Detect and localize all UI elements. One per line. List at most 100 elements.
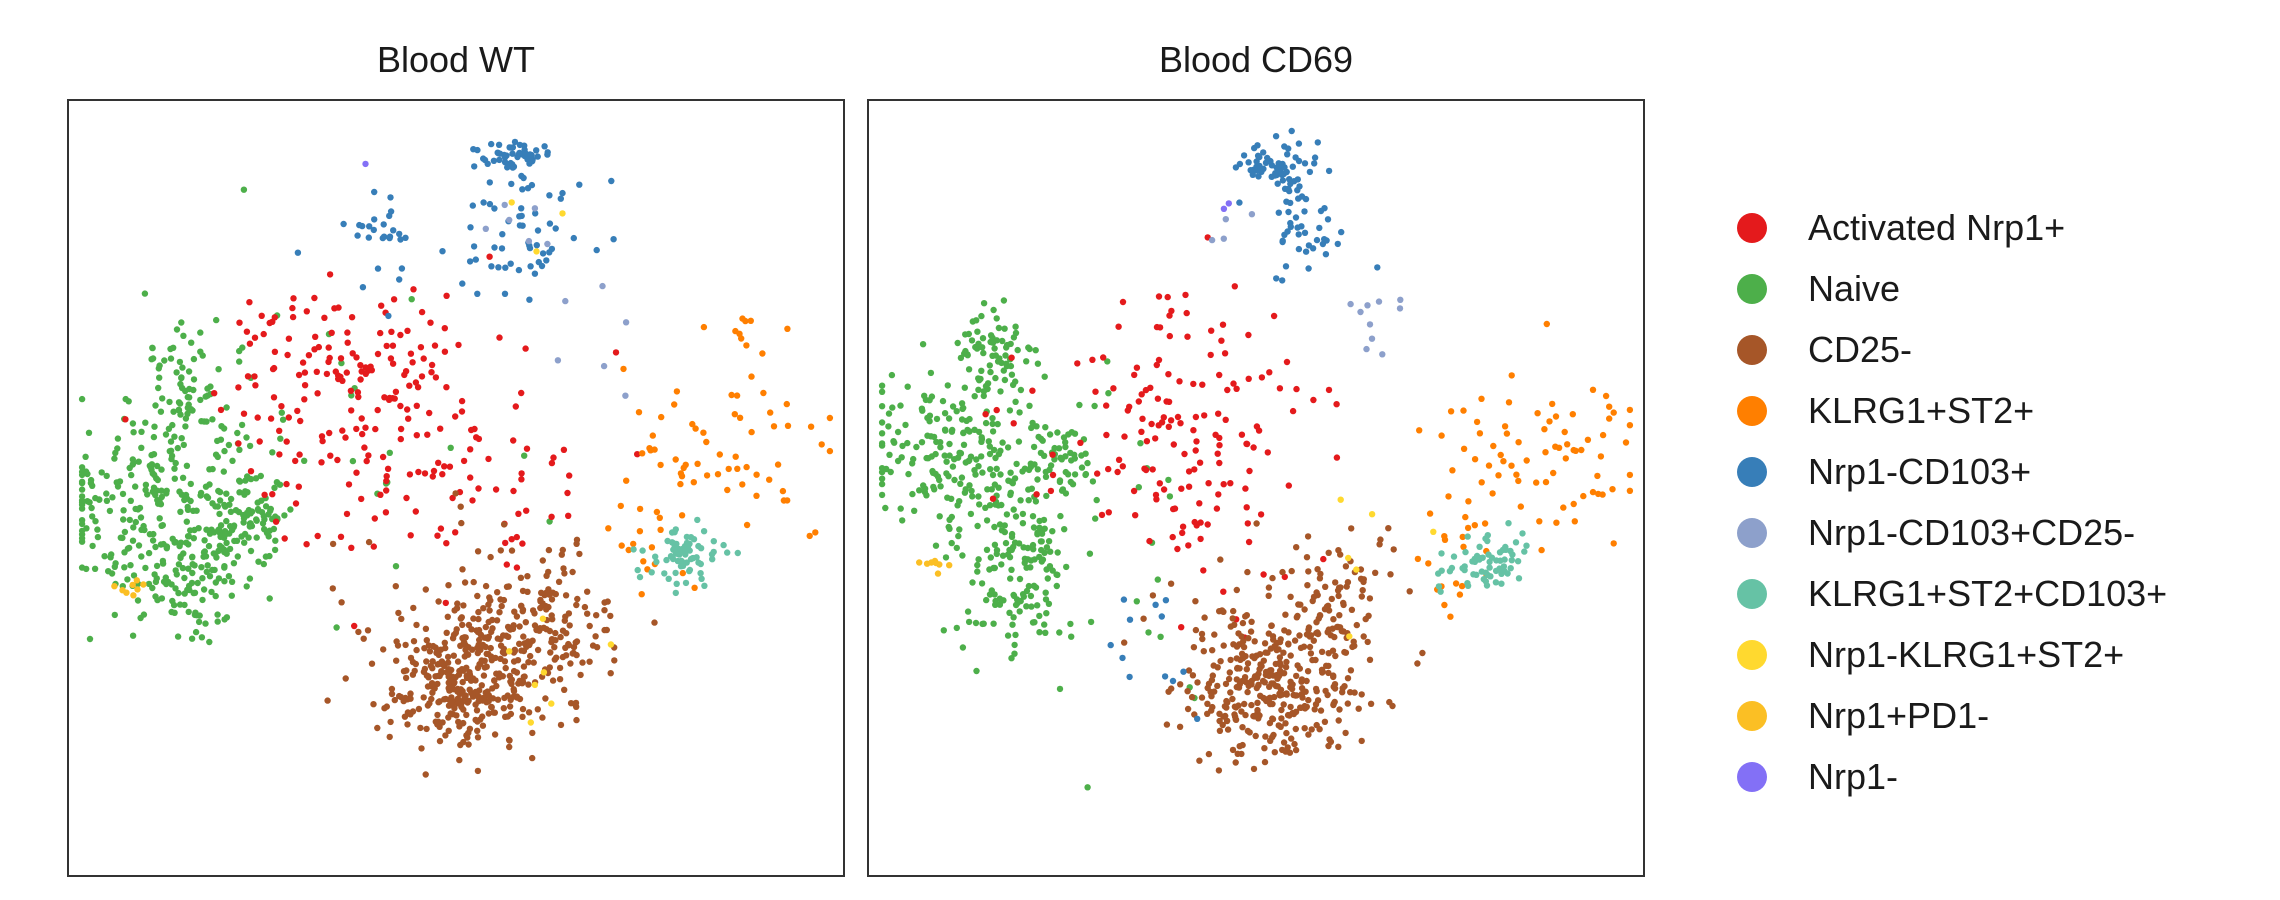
scatter-point — [402, 674, 410, 682]
scatter-point — [238, 421, 246, 429]
scatter-point — [1350, 638, 1357, 645]
scatter-point — [1233, 683, 1241, 691]
scatter-point — [700, 429, 707, 436]
scatter-point — [1231, 283, 1239, 290]
scatter-point — [1243, 666, 1251, 673]
scatter-point — [618, 542, 625, 549]
scatter-point — [429, 658, 436, 665]
scatter-point — [236, 358, 243, 365]
scatter-point — [1184, 688, 1191, 695]
scatter-point — [516, 623, 523, 630]
scatter-point — [120, 516, 127, 523]
scatter-point — [184, 506, 192, 513]
scatter-point — [500, 645, 508, 653]
scatter-point — [1332, 652, 1339, 660]
scatter-point — [390, 227, 397, 234]
scatter-point — [1364, 638, 1371, 646]
scatter-point — [173, 369, 180, 376]
scatter-point — [1456, 591, 1464, 598]
scatter-point — [244, 373, 252, 380]
scatter-point — [1287, 684, 1294, 691]
scatter-point — [489, 685, 496, 692]
scatter-point — [1215, 410, 1222, 417]
scatter-point — [1211, 688, 1218, 695]
scatter-point — [109, 494, 116, 501]
scatter-point — [1008, 566, 1015, 573]
scatter-point — [482, 643, 489, 651]
scatter-point — [437, 525, 445, 532]
scatter-point — [1244, 727, 1252, 735]
scatter-point — [553, 654, 560, 661]
scatter-point — [458, 666, 466, 673]
scatter-point — [1208, 236, 1216, 244]
scatter-point — [524, 638, 532, 645]
scatter-point — [435, 598, 442, 605]
scatter-point — [393, 657, 400, 664]
scatter-point — [148, 451, 155, 459]
scatter-point — [878, 475, 886, 482]
scatter-point — [1200, 648, 1208, 655]
scatter-point — [404, 327, 411, 334]
scatter-point — [460, 457, 468, 465]
scatter-point — [1251, 713, 1258, 720]
scatter-point — [465, 729, 472, 737]
scatter-point — [682, 579, 690, 587]
scatter-point — [480, 672, 488, 679]
scatter-point — [1017, 597, 1024, 605]
scatter-point — [163, 543, 171, 550]
scatter-point — [533, 626, 540, 634]
scatter-point — [548, 700, 555, 707]
scatter-point — [540, 669, 548, 676]
scatter-point — [1295, 231, 1302, 238]
scatter-point — [365, 452, 372, 459]
scatter-point — [1063, 563, 1070, 571]
scatter-point — [1263, 697, 1270, 705]
scatter-point — [247, 508, 255, 515]
scatter-point — [1337, 584, 1344, 591]
scatter-point — [396, 276, 403, 283]
scatter-point — [501, 201, 508, 209]
scatter-point — [199, 575, 206, 582]
scatter-point — [527, 719, 534, 726]
scatter-point — [1465, 498, 1472, 505]
scatter-point — [1308, 726, 1315, 733]
scatter-point — [653, 508, 661, 516]
scatter-point — [978, 580, 986, 587]
scatter-point — [1324, 629, 1331, 636]
scatter-point — [1105, 390, 1112, 397]
scatter-point — [505, 583, 512, 590]
scatter-point — [945, 523, 952, 531]
scatter-point — [103, 472, 110, 480]
scatter-point — [1340, 599, 1347, 607]
scatter-point — [1027, 592, 1035, 600]
scatter-point — [149, 355, 157, 362]
scatter-point — [181, 601, 188, 609]
scatter-point — [458, 408, 466, 415]
scatter-point — [1288, 735, 1295, 742]
scatter-point — [924, 432, 931, 439]
scatter-point — [218, 544, 225, 551]
scatter-point — [625, 546, 632, 554]
scatter-point — [891, 439, 898, 446]
scatter-point — [452, 490, 459, 497]
scatter-point — [1460, 543, 1467, 550]
scatter-point — [1255, 681, 1262, 688]
scatter-point — [455, 697, 463, 704]
scatter-point — [990, 446, 998, 454]
scatter-point — [480, 155, 487, 162]
scatter-point — [1357, 566, 1365, 573]
scatter-point — [338, 599, 345, 606]
scatter-point — [980, 392, 987, 400]
scatter-point — [649, 432, 656, 439]
scatter-point — [379, 453, 387, 461]
scatter-point — [465, 741, 472, 748]
scatter-point — [1225, 675, 1233, 683]
scatter-point — [1279, 238, 1286, 246]
scatter-point — [484, 635, 492, 642]
scatter-point — [78, 486, 86, 493]
scatter-point — [449, 494, 456, 502]
scatter-point — [550, 454, 557, 461]
scatter-point — [1176, 378, 1183, 385]
scatter-point — [980, 300, 988, 307]
scatter-point — [1133, 598, 1141, 605]
